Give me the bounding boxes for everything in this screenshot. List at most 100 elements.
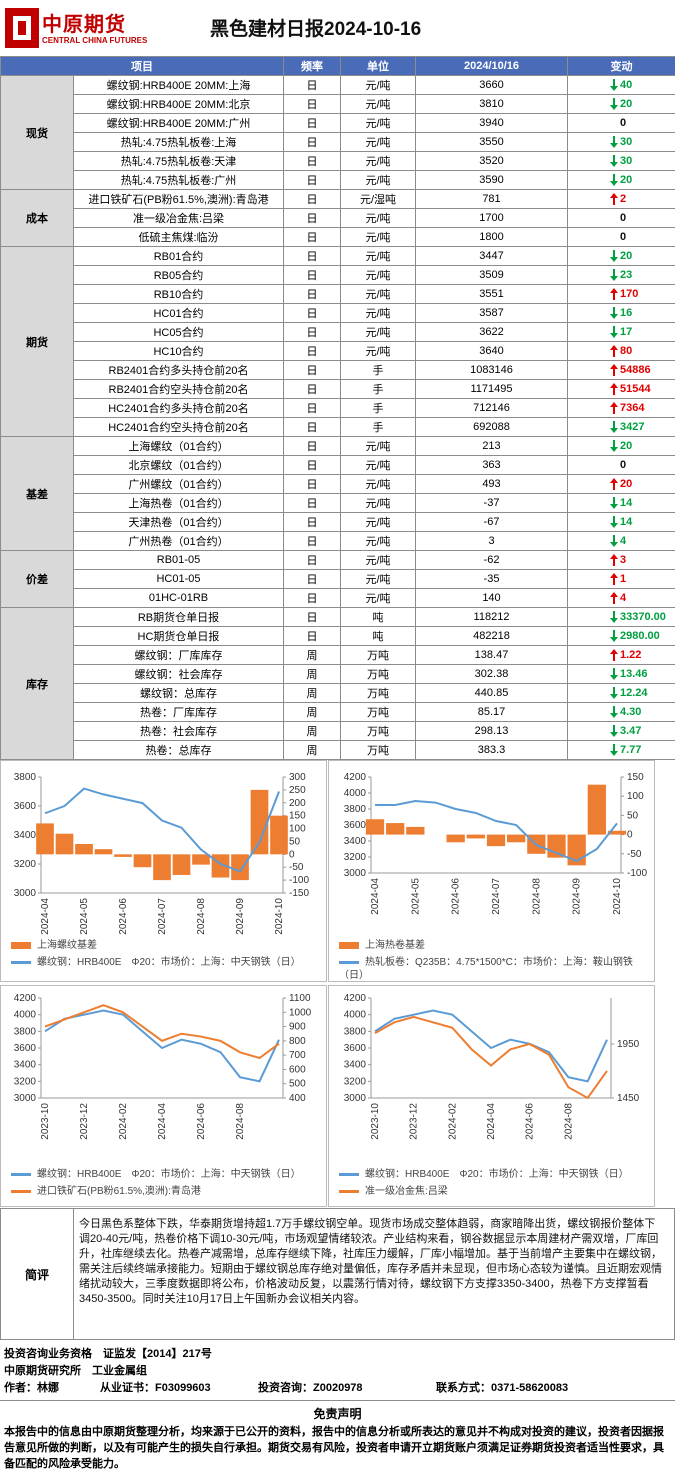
cell-change: 0 bbox=[567, 455, 675, 475]
change-arrow bbox=[610, 155, 618, 168]
x-tick-label: 2024-06 bbox=[196, 1103, 207, 1140]
y-tick-label: 4000 bbox=[14, 1010, 37, 1021]
x-tick-label: 2024-04 bbox=[40, 898, 51, 935]
change-arrow bbox=[610, 744, 618, 757]
legend-swatch bbox=[11, 941, 31, 949]
cell-value: 298.13 bbox=[415, 721, 568, 741]
legend-entry: 准一级冶金焦:吕梁 bbox=[339, 1185, 648, 1198]
cell-unit: 元/吨 bbox=[340, 246, 416, 266]
cell-value: 493 bbox=[415, 474, 568, 494]
x-tick-label: 2024-09 bbox=[235, 898, 246, 935]
arrow-shape bbox=[610, 98, 618, 111]
y2-tick-label: -50 bbox=[289, 862, 304, 873]
cell-value: 3640 bbox=[415, 341, 568, 361]
x-tick-label: 2024-02 bbox=[447, 1103, 458, 1140]
cell-freq: 日 bbox=[283, 607, 341, 627]
cell-freq: 周 bbox=[283, 740, 341, 760]
arrow-shape bbox=[610, 611, 618, 624]
cell-unit: 万吨 bbox=[340, 645, 416, 665]
x-tick-label: 2023-12 bbox=[79, 1103, 90, 1140]
cell-freq: 周 bbox=[283, 721, 341, 741]
arrow-shape bbox=[610, 516, 618, 529]
cell-freq: 日 bbox=[283, 455, 341, 475]
cell-freq: 日 bbox=[283, 75, 341, 95]
cell-change: 4 bbox=[567, 588, 675, 608]
cell-change: 1 bbox=[567, 569, 675, 589]
change-value: 170 bbox=[620, 287, 639, 300]
change-arrow bbox=[610, 326, 618, 339]
brand-en: CENTRAL CHINA FUTURES bbox=[42, 36, 148, 45]
cell-item: HC2401合约多头持仓前20名 bbox=[73, 398, 284, 418]
cell-change: 4 bbox=[567, 531, 675, 551]
change-value: 0 bbox=[620, 231, 627, 243]
cell-value: 3940 bbox=[415, 113, 568, 133]
change-arrow bbox=[610, 136, 618, 149]
arrow-shape bbox=[610, 193, 618, 206]
arrow-shape bbox=[610, 269, 618, 282]
y-tick-label: 3200 bbox=[344, 852, 367, 863]
cell-item: 热轧:4.75热轧板卷:天津 bbox=[73, 151, 284, 171]
legend-entry: 进口铁矿石(PB粉61.5%,澳洲):青岛港 bbox=[11, 1185, 320, 1198]
cell-unit: 元/吨 bbox=[340, 303, 416, 323]
cell-freq: 日 bbox=[283, 322, 341, 342]
x-tick-label: 2024-04 bbox=[486, 1103, 497, 1140]
legend-entry: 上海热卷基差 bbox=[339, 939, 648, 952]
cell-change: 54886 bbox=[567, 360, 675, 380]
arrow-shape bbox=[610, 725, 618, 738]
comment: 简评 今日黑色系整体下跌，华泰期货增持超1.7万手螺纹钢空单。现货市场成交整体趋… bbox=[0, 1208, 675, 1340]
group-label: 库存 bbox=[0, 607, 74, 760]
cell-freq: 周 bbox=[283, 683, 341, 703]
cell-unit: 元/吨 bbox=[340, 208, 416, 228]
basis-bar bbox=[94, 849, 113, 855]
cell-freq: 日 bbox=[283, 227, 341, 247]
change-arrow bbox=[610, 668, 618, 681]
group-label: 基差 bbox=[0, 436, 74, 551]
y2-tick-label: 150 bbox=[289, 811, 306, 822]
cell-freq: 日 bbox=[283, 512, 341, 532]
cell-freq: 日 bbox=[283, 379, 341, 399]
footer: 投资咨询业务资格 证监发【2014】217号 中原期货研究所 工业金属组 作者：… bbox=[4, 1346, 671, 1397]
y-tick-label: 4200 bbox=[14, 993, 37, 1004]
cell-unit: 元/吨 bbox=[340, 94, 416, 114]
cell-unit: 元/吨 bbox=[340, 455, 416, 475]
cell-unit: 元/吨 bbox=[340, 493, 416, 513]
y-tick-label: 3400 bbox=[14, 1060, 37, 1071]
cell-item: 螺纹钢：总库存 bbox=[73, 683, 284, 703]
cell-item: 热卷：总库存 bbox=[73, 740, 284, 760]
x-tick-label: 2024-08 bbox=[196, 898, 207, 935]
change-arrow bbox=[610, 497, 618, 510]
x-tick-label: 2024-08 bbox=[235, 1103, 246, 1140]
x-tick-label: 2024-10 bbox=[274, 898, 285, 935]
cell-value: -62 bbox=[415, 550, 568, 570]
cell-value: 85.17 bbox=[415, 702, 568, 722]
cell-change: 3 bbox=[567, 550, 675, 570]
cell-change: 4.30 bbox=[567, 702, 675, 722]
cell-value: -35 bbox=[415, 569, 568, 589]
change-arrow bbox=[610, 535, 618, 548]
y2-tick-label: 800 bbox=[289, 1036, 306, 1047]
arrow-shape bbox=[610, 630, 618, 643]
cell-change: 0 bbox=[567, 227, 675, 247]
cell-unit: 万吨 bbox=[340, 702, 416, 722]
cell-change: 20 bbox=[567, 94, 675, 114]
basis-bar bbox=[386, 823, 405, 835]
cell-change: 12.24 bbox=[567, 683, 675, 703]
cell-change: 0 bbox=[567, 208, 675, 228]
arrow-shape bbox=[610, 288, 618, 301]
y2-tick-label: 50 bbox=[627, 810, 639, 821]
table-row: 螺纹钢：总库存周万吨 440.85 12.24 bbox=[1, 683, 675, 703]
data-table: 项目 频率 单位 2024/10/16 变动 现货 螺纹钢:HRB400E 20MM:上海… bbox=[0, 56, 675, 760]
table-row: 螺纹钢：厂库库存周万吨 138.47 1.22 bbox=[1, 645, 675, 665]
legend-label: 螺纹钢：HRB400E Φ20：市场价：上海：中天钢铁（日） bbox=[37, 957, 301, 968]
table-row: 螺纹钢:HRB400E 20MM:北京日元/吨 3810 20 bbox=[1, 94, 675, 114]
cell-freq: 日 bbox=[283, 531, 341, 551]
basis-bar bbox=[36, 823, 54, 855]
change-value: 12.24 bbox=[620, 686, 648, 699]
basis-bar bbox=[607, 830, 627, 835]
change-arrow bbox=[610, 706, 618, 719]
change-value: 14 bbox=[620, 496, 633, 509]
basis-bar bbox=[55, 833, 74, 855]
change-arrow bbox=[610, 421, 618, 434]
y-tick-label: 3800 bbox=[14, 772, 37, 783]
